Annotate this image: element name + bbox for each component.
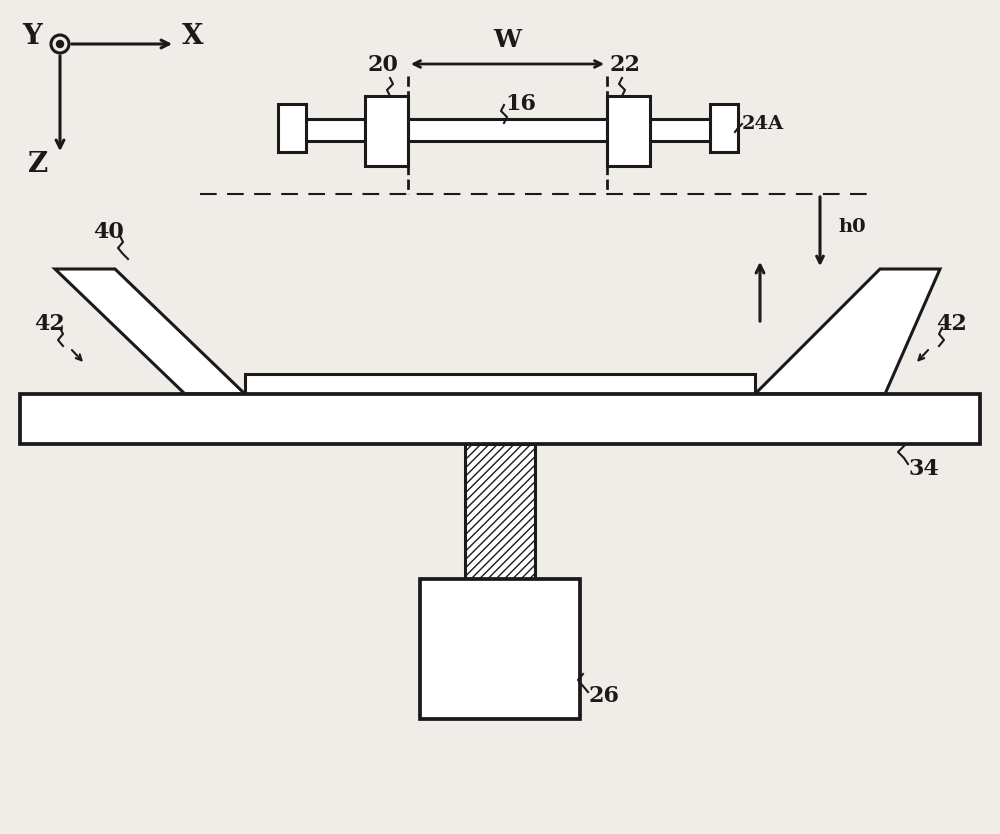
- Text: h0: h0: [838, 218, 866, 235]
- Text: 26: 26: [588, 685, 619, 707]
- Text: X: X: [182, 23, 204, 49]
- Bar: [20, 394, 980, 444]
- Text: W: W: [493, 28, 522, 52]
- Text: 16: 16: [505, 93, 536, 115]
- Bar: [465, 444, 535, 579]
- Bar: [300, 119, 365, 141]
- Bar: [245, 374, 755, 394]
- Bar: [710, 104, 738, 152]
- Bar: [420, 579, 580, 719]
- Text: Y: Y: [22, 23, 42, 49]
- Text: 40: 40: [93, 221, 123, 243]
- Text: 42: 42: [937, 313, 967, 335]
- Text: 42: 42: [35, 313, 65, 335]
- Bar: [650, 119, 718, 141]
- Bar: [408, 119, 607, 141]
- Polygon shape: [755, 269, 940, 394]
- Bar: [365, 96, 408, 166]
- Bar: [278, 104, 306, 152]
- Text: Z: Z: [28, 150, 48, 178]
- Text: 20: 20: [368, 54, 398, 76]
- Text: 22: 22: [610, 54, 640, 76]
- Bar: [607, 96, 650, 166]
- Text: 24A: 24A: [742, 115, 784, 133]
- Polygon shape: [55, 269, 245, 394]
- Text: 34: 34: [908, 458, 939, 480]
- Circle shape: [56, 41, 64, 48]
